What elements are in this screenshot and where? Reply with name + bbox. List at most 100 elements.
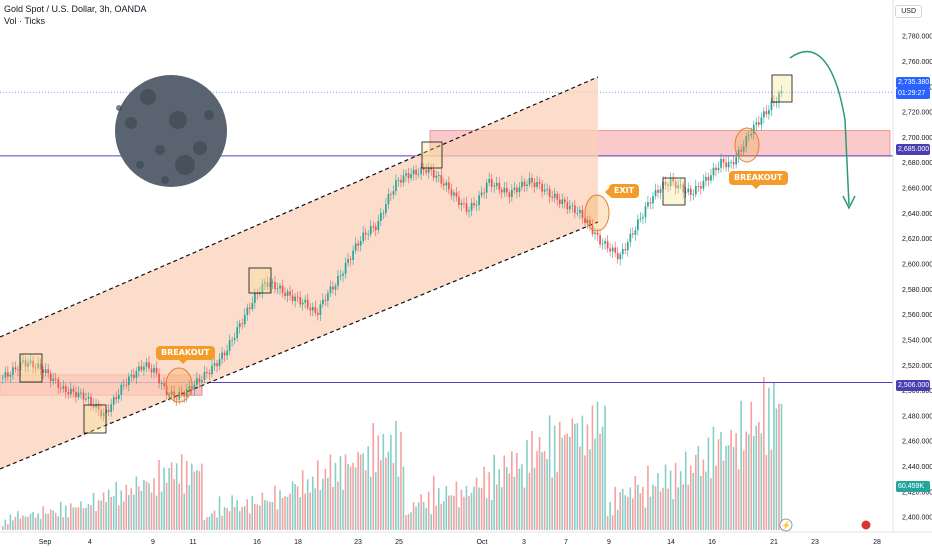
y-tick-label: 2,440.000 bbox=[902, 464, 932, 471]
volume-bar bbox=[402, 466, 405, 530]
volume-bar bbox=[657, 472, 659, 530]
volume-bar bbox=[347, 463, 349, 530]
volume-bar bbox=[528, 472, 531, 530]
candle-body bbox=[284, 292, 286, 296]
candle-body bbox=[700, 186, 702, 189]
volume-bar bbox=[672, 499, 674, 530]
x-tick-label: 23 bbox=[811, 539, 819, 546]
candle-body bbox=[470, 203, 473, 211]
volume-bar bbox=[626, 496, 629, 530]
volume-bar bbox=[538, 437, 541, 530]
breakout-right-label: BREAKOUT bbox=[729, 171, 788, 189]
candle-body bbox=[170, 391, 173, 395]
time-axis[interactable]: Sep 4 9 11 16 18 23 25 Oct 3 7 9 14 16 21 23 28 ⚡ bbox=[0, 518, 932, 546]
volume-bar bbox=[775, 408, 778, 530]
symbol-title[interactable]: Gold Spot / U.S. Dollar, 3h, OANDA bbox=[4, 4, 147, 14]
volume-bar bbox=[632, 498, 634, 530]
candle-body bbox=[745, 136, 748, 147]
y-tick-label: 2,760.000 bbox=[902, 59, 932, 66]
volume-title[interactable]: Vol · Ticks bbox=[4, 16, 46, 26]
candle-body bbox=[14, 367, 17, 370]
candle-body bbox=[483, 192, 486, 194]
volume-bar bbox=[362, 453, 364, 530]
candle-body bbox=[322, 299, 324, 305]
volume-bar bbox=[337, 481, 339, 530]
candle-body bbox=[639, 218, 642, 220]
candle-body bbox=[478, 195, 480, 205]
candle-body bbox=[82, 392, 85, 400]
candle-body bbox=[7, 372, 9, 377]
candle-body bbox=[387, 194, 390, 205]
volume-bar bbox=[450, 495, 453, 530]
candle-body bbox=[485, 182, 488, 193]
volume-bar bbox=[87, 503, 90, 530]
candle-body bbox=[17, 369, 19, 371]
y-tick-label: 2,540.000 bbox=[902, 337, 932, 344]
candle-body bbox=[266, 282, 269, 287]
candle-body bbox=[659, 189, 662, 193]
volume-bar bbox=[400, 431, 402, 530]
currency-button[interactable]: USD bbox=[895, 5, 922, 18]
volume-bar bbox=[206, 517, 208, 530]
candle-body bbox=[508, 192, 511, 198]
candle-body bbox=[448, 182, 450, 190]
candle-body bbox=[440, 175, 443, 184]
volume-bar bbox=[49, 509, 52, 530]
candle-body bbox=[495, 182, 498, 186]
candle-body bbox=[405, 173, 407, 176]
volume-bar bbox=[558, 421, 561, 530]
candle-body bbox=[130, 374, 133, 377]
volume-bar bbox=[39, 519, 42, 530]
moon-crater bbox=[140, 89, 156, 105]
candle-body bbox=[359, 241, 362, 246]
volume-bar bbox=[758, 421, 760, 530]
volume-bar bbox=[37, 513, 39, 530]
candle-body bbox=[286, 291, 289, 296]
volume-bar bbox=[294, 484, 296, 530]
candle-body bbox=[528, 177, 531, 185]
candle-body bbox=[536, 181, 538, 187]
lightning-glyph: ⚡ bbox=[781, 520, 791, 530]
volume-bar bbox=[256, 504, 259, 530]
candle-body bbox=[689, 188, 692, 195]
candle-body bbox=[488, 178, 491, 183]
candle-body bbox=[727, 162, 730, 168]
volume-bar bbox=[500, 487, 503, 530]
volume-bar bbox=[276, 509, 279, 530]
candle-body bbox=[248, 307, 251, 309]
candle-body bbox=[458, 196, 460, 206]
candle-body bbox=[758, 122, 760, 125]
volume-bar bbox=[410, 512, 412, 530]
moon-crater bbox=[193, 141, 207, 155]
candle-body bbox=[254, 292, 256, 303]
candle-body bbox=[138, 366, 140, 372]
candle-body bbox=[128, 376, 130, 386]
candle-body bbox=[24, 360, 27, 367]
candle-body bbox=[100, 409, 102, 417]
volume-bar bbox=[27, 516, 29, 530]
x-tick-label: 14 bbox=[667, 539, 675, 546]
volume-bar bbox=[659, 491, 662, 530]
candle-body bbox=[306, 299, 309, 308]
volume-bar bbox=[526, 440, 528, 530]
volume-bar bbox=[773, 382, 775, 530]
candle-body bbox=[740, 149, 743, 152]
candle-body bbox=[374, 226, 377, 231]
volume-bar bbox=[34, 517, 37, 530]
volume-bar bbox=[619, 491, 621, 530]
candle-body bbox=[397, 179, 400, 181]
volume-bar bbox=[639, 493, 642, 530]
candle-body bbox=[311, 307, 314, 311]
candle-body bbox=[498, 182, 501, 190]
candle-body bbox=[541, 183, 543, 192]
candle-body bbox=[626, 242, 629, 251]
volume-bar bbox=[443, 501, 445, 530]
volume-bar bbox=[65, 505, 67, 530]
candle-body bbox=[637, 219, 639, 231]
candle-body bbox=[107, 409, 110, 412]
candle-body bbox=[364, 232, 367, 235]
volume-bar bbox=[579, 446, 581, 530]
candle-body bbox=[581, 209, 584, 219]
